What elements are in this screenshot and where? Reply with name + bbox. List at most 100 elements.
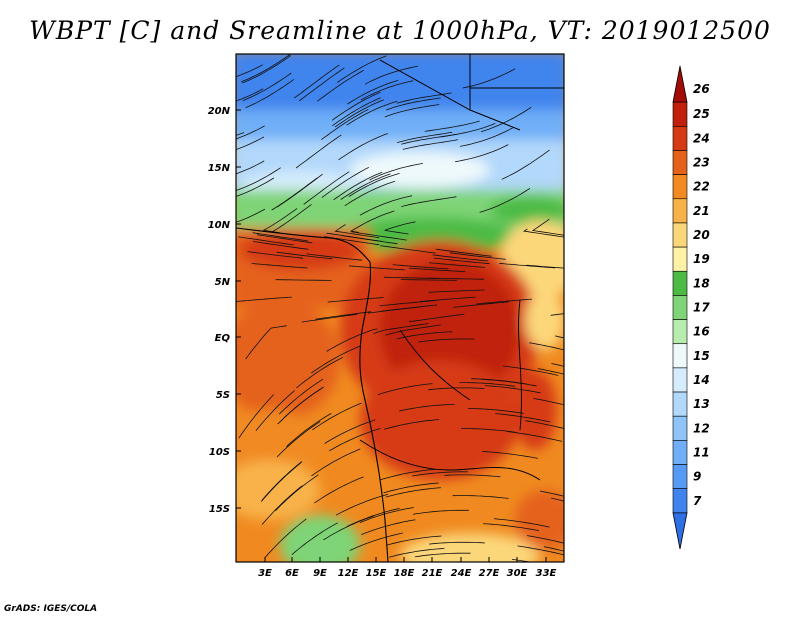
colorbar-max-triangle [672,65,688,103]
colorbar-label: 16 [693,325,710,339]
temperature-field [236,54,564,562]
streamline [349,532,403,551]
streamline [494,518,550,528]
country-border [379,54,564,131]
streamline [301,314,358,323]
streamline [483,523,539,532]
streamline [261,485,303,525]
streamline [236,88,264,102]
streamline [241,54,291,83]
streamline [276,251,333,260]
streamline [245,79,295,109]
colorbar-label: 13 [693,397,710,411]
lat-label: 5S [216,390,230,401]
streamline [511,559,532,562]
streamline [333,171,383,201]
lat-label: 20N [208,106,231,117]
streamline [436,248,492,257]
streamline [348,265,405,271]
streamline [311,448,361,477]
streamline [385,324,441,336]
streamline [529,342,564,351]
streamline [351,231,407,241]
colorbar-bin [672,270,688,296]
streamline [331,91,381,121]
streamline [418,338,475,343]
streamline [338,133,388,161]
colorbar-label: 22 [693,180,710,194]
streamline [296,356,344,389]
lon-label: 30E [507,568,528,579]
colorbar-bin [672,174,688,200]
streamline [495,413,551,423]
streamline [324,419,376,444]
streamline [334,224,380,239]
streamline [236,64,263,78]
colorbar-label: 12 [693,421,710,435]
streamline [428,387,485,391]
streamline [480,106,532,133]
streamline [293,64,340,99]
streamline [367,306,424,314]
streamline [484,385,541,394]
streamline [414,552,471,558]
colorbar-label: 26 [693,82,710,96]
coastline [236,227,389,562]
streamline [276,421,321,458]
streamline [389,548,445,558]
streamline [383,419,440,430]
colorbar-bin [672,222,688,248]
colorbar-bin [672,150,688,175]
colorbar-bin [672,415,688,441]
streamline [428,541,485,545]
streamline [459,127,513,147]
streamline [242,72,292,101]
lon-label: 27E [479,568,500,579]
streamline [384,104,440,118]
streamline [503,365,559,376]
streamline [247,251,304,259]
streamline [428,277,485,280]
credit-label: GrADS: IGES/COLA [4,604,98,614]
lon-label: 3E [258,568,272,579]
streamline [526,535,564,544]
lon-label: 6E [285,568,299,579]
streamline [441,123,496,138]
streamline [384,221,416,235]
streamline [236,136,265,150]
streamline [260,462,302,502]
streamline [551,363,564,367]
streamline [525,420,564,429]
streamline [385,487,441,498]
streamline [326,328,378,352]
map-frame [235,53,565,563]
streamline [433,257,490,265]
streamline [409,267,466,272]
colorbar-bin [672,319,688,345]
streamline [377,383,433,395]
streamline [526,264,564,269]
streamline [482,451,538,459]
streamline [392,264,449,270]
lat-label: 5N [215,277,231,288]
lat-label: 15S [209,504,230,515]
streamline [506,431,563,442]
streamline [236,167,281,191]
lon-label: 21E [422,568,443,579]
streamline [401,196,457,207]
streamline [467,408,524,414]
streamline [262,208,298,233]
streamline [385,97,441,111]
streamline [238,236,294,246]
streamline [303,171,350,205]
streamline [336,493,389,516]
streamline [265,518,307,558]
streamline [380,245,436,254]
streamline [419,296,476,302]
colorbar-bin [672,367,688,393]
streamline [479,187,531,213]
streamline [531,218,564,236]
streamline [252,241,309,250]
streamline [236,177,275,197]
streamline [346,100,398,126]
